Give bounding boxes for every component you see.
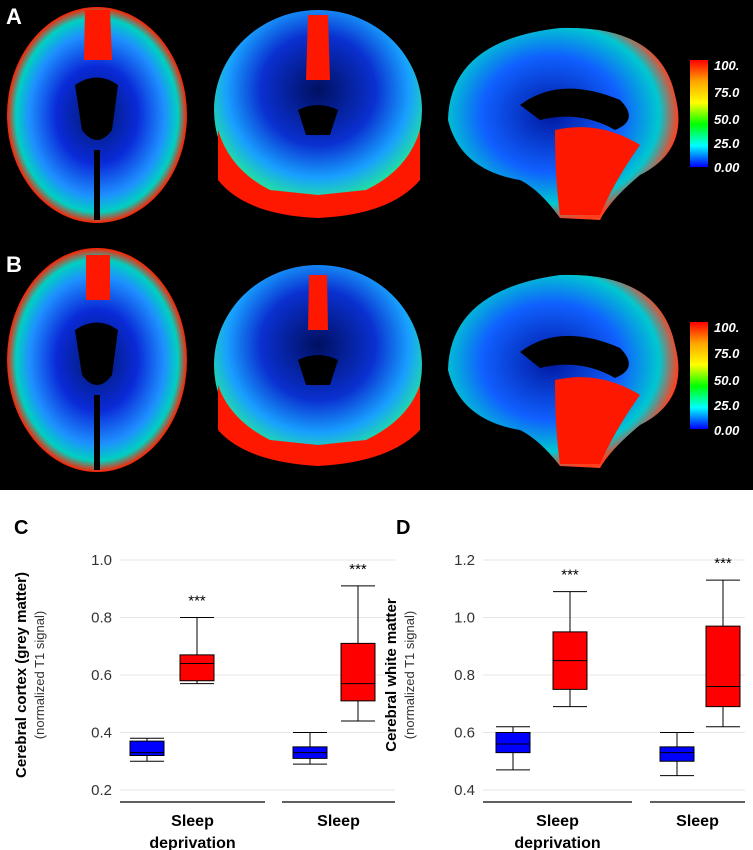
colorbar-a: 100. 75.0 50.0 25.0 0.00 bbox=[690, 58, 740, 175]
y-axis-label: Cerebral white matter bbox=[383, 598, 400, 752]
group-label: Sleep bbox=[536, 813, 579, 830]
sagittal-slice-a bbox=[448, 27, 679, 221]
colorbar-a-label-0: 0.00 bbox=[714, 160, 740, 175]
axial-slice-a bbox=[7, 7, 187, 223]
boxplot-charts: C D Cerebral cortex (grey matter) (normal… bbox=[13, 517, 745, 850]
y-tick-label: 0.8 bbox=[454, 667, 475, 684]
axial-slice-b bbox=[7, 248, 187, 472]
box-red: *** bbox=[552, 567, 588, 708]
y-axis-sublabel: (normalized T1 signal) bbox=[402, 611, 417, 739]
panel-label-a: A bbox=[6, 4, 22, 29]
colorbar-a-label-100: 100. bbox=[714, 58, 739, 73]
colorbar-b-label-25: 25.0 bbox=[713, 398, 740, 413]
y-axis-label: Cerebral cortex (grey matter) bbox=[13, 572, 30, 778]
box-iqr bbox=[495, 732, 531, 754]
y-tick-label: 1.0 bbox=[454, 610, 475, 627]
panel-label-d: D bbox=[396, 517, 410, 539]
group-label: Sleep bbox=[171, 813, 214, 830]
colorbar-b-label-50: 50.0 bbox=[714, 373, 740, 388]
y-tick-label: 0.6 bbox=[454, 725, 475, 742]
significance-marker: *** bbox=[714, 555, 732, 572]
group-label: deprivation bbox=[149, 835, 235, 850]
panel-label-b: B bbox=[6, 252, 22, 277]
y-axis-sublabel: (normalized T1 signal) bbox=[32, 611, 47, 739]
colorbar-b: 100. 75.0 50.0 25.0 0.00 bbox=[690, 320, 740, 438]
panel-label-c: C bbox=[14, 517, 28, 539]
significance-marker: *** bbox=[349, 561, 367, 578]
colorbar-a-label-50: 50.0 bbox=[714, 112, 740, 127]
group-label: Sleep bbox=[676, 813, 719, 830]
box-blue bbox=[659, 732, 695, 777]
y-tick-label: 0.4 bbox=[454, 782, 475, 799]
box-blue bbox=[495, 726, 531, 771]
y-tick-label: 0.8 bbox=[91, 610, 112, 627]
y-tick-label: 1.2 bbox=[454, 552, 475, 569]
sagittal-slice-b bbox=[448, 274, 679, 468]
mri-images: 100. 75.0 50.0 25.0 0.00 100. bbox=[7, 7, 740, 472]
box-red: *** bbox=[340, 561, 376, 722]
colorbar-a-label-25: 25.0 bbox=[713, 136, 740, 151]
box-iqr bbox=[705, 625, 741, 708]
colorbar-b-label-0: 0.00 bbox=[714, 423, 740, 438]
y-tick-label: 0.6 bbox=[91, 667, 112, 684]
mri-figure-panel: A B bbox=[0, 0, 753, 490]
chart-white-matter: Cerebral white matter (normalized T1 sign… bbox=[383, 552, 745, 850]
box-iqr bbox=[659, 746, 695, 762]
y-tick-label: 1.0 bbox=[91, 552, 112, 569]
chart-grey-matter: Cerebral cortex (grey matter) (normalized… bbox=[13, 552, 395, 850]
box-blue bbox=[292, 732, 328, 765]
significance-marker: *** bbox=[561, 567, 579, 584]
colorbar-a-label-75: 75.0 bbox=[714, 85, 740, 100]
colorbar-b-label-75: 75.0 bbox=[714, 346, 740, 361]
box-blue bbox=[129, 737, 165, 762]
significance-marker: *** bbox=[188, 593, 206, 610]
box-iqr bbox=[340, 642, 376, 702]
y-tick-label: 0.4 bbox=[91, 725, 112, 742]
coronal-slice-b bbox=[214, 265, 422, 466]
box-iqr bbox=[129, 740, 165, 756]
coronal-slice-a bbox=[214, 10, 422, 218]
box-iqr bbox=[179, 654, 215, 682]
box-red: *** bbox=[705, 555, 741, 728]
group-label: Sleep bbox=[317, 813, 360, 830]
group-label: deprivation bbox=[514, 835, 600, 850]
box-red: *** bbox=[179, 593, 215, 685]
y-tick-label: 0.2 bbox=[91, 782, 112, 799]
colorbar-b-label-100: 100. bbox=[714, 320, 739, 335]
